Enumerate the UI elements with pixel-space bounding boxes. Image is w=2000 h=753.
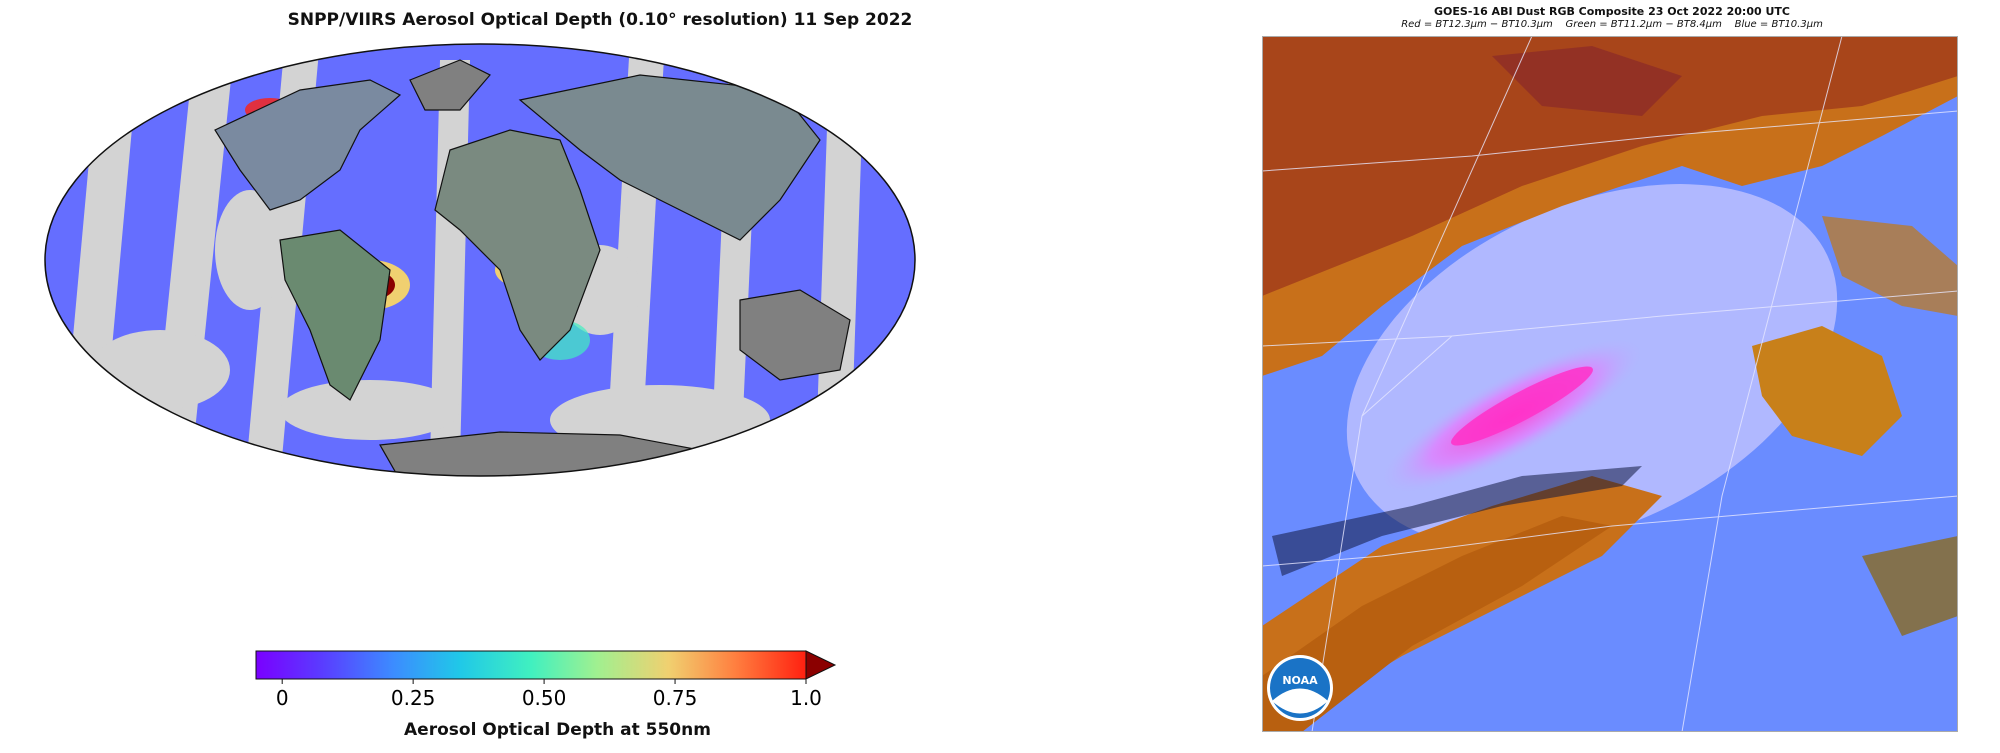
dark-cloud-edge: [1272, 466, 1642, 576]
land-no-data: [214, 59, 851, 476]
dust-rgb-formula: Red = BT12.3μm − BT10.3μm Green = BT11.2…: [1401, 19, 1823, 30]
state-borders: [1262, 36, 1958, 732]
green-formula: BT11.2μm − BT8.4μm: [1610, 19, 1722, 30]
continent-australia: [739, 289, 851, 381]
colorbar: 0 0.25 0.50 0.75 1.0: [255, 650, 837, 710]
green-label: Green: [1565, 19, 1597, 30]
colorbar-tick-label: 0.50: [522, 686, 567, 710]
colorbar-extend-arrow: [805, 650, 837, 680]
blue-label: Blue: [1734, 19, 1757, 30]
aerosol-world-map: [44, 43, 916, 477]
continent-greenland: [409, 59, 491, 111]
cloud-orange-east: [1752, 326, 1902, 456]
red-label: Red: [1401, 19, 1421, 30]
colorbar-tick-label: 0.25: [391, 686, 436, 710]
map-border: [44, 43, 916, 477]
blue-formula: BT10.3μm: [1771, 19, 1823, 30]
continent-europe-africa: [434, 129, 601, 361]
dust-rgb-image: NOAA: [1262, 36, 1958, 732]
continent-north-america: [214, 79, 402, 211]
map-title: SNPP/VIIRS Aerosol Optical Depth (0.10° …: [287, 10, 913, 30]
noaa-logo-text: NOAA: [1282, 674, 1318, 687]
colorbar-tick-label: 0.75: [653, 686, 698, 710]
noaa-logo: NOAA: [1267, 655, 1333, 721]
red-formula: BT12.3μm − BT10.3μm: [1435, 19, 1553, 30]
colorbar-label: Aerosol Optical Depth at 550nm: [404, 720, 711, 740]
colorbar-tick-label: 1.0: [790, 686, 822, 710]
dust-rgb-title: GOES-16 ABI Dust RGB Composite 23 Oct 20…: [1434, 5, 1790, 18]
colorbar-tick-label: 0: [276, 686, 289, 710]
continent-south-america: [279, 229, 391, 401]
colorbar-gradient: [255, 650, 807, 680]
